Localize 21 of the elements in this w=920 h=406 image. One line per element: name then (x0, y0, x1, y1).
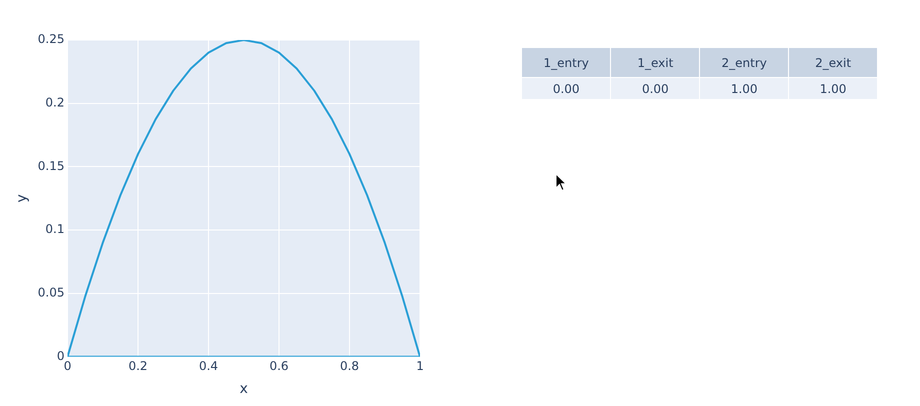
x-tick-label: 0.6 (269, 359, 289, 374)
x-tick-label: 0.2 (128, 359, 148, 374)
category-label: 2_entry (700, 48, 789, 78)
x-tick-label: 1 (416, 359, 424, 374)
x-tick-label: 0.8 (340, 359, 360, 374)
category-label: 2_exit (788, 48, 878, 78)
text: 1.00 (730, 82, 758, 96)
x-tick-label: 0.4 (198, 359, 218, 374)
category-label: 1_entry (522, 48, 611, 78)
y-tick-label: 0 (56, 348, 65, 363)
y-tick-label: 0.1 (45, 222, 65, 236)
y-tick-label: 0.15 (38, 158, 65, 173)
y-axis-title: y (14, 194, 30, 203)
text: 0.00 (642, 82, 669, 96)
text: 1.00 (820, 82, 846, 96)
x-axis-title: x (240, 381, 248, 398)
text: 0.00 (552, 82, 580, 96)
y-tick-label: 0.2 (45, 95, 65, 110)
y-tick-label: 0.25 (38, 32, 65, 46)
y-tick-label: 0.05 (38, 286, 65, 300)
category-label: 1_exit (610, 48, 700, 78)
